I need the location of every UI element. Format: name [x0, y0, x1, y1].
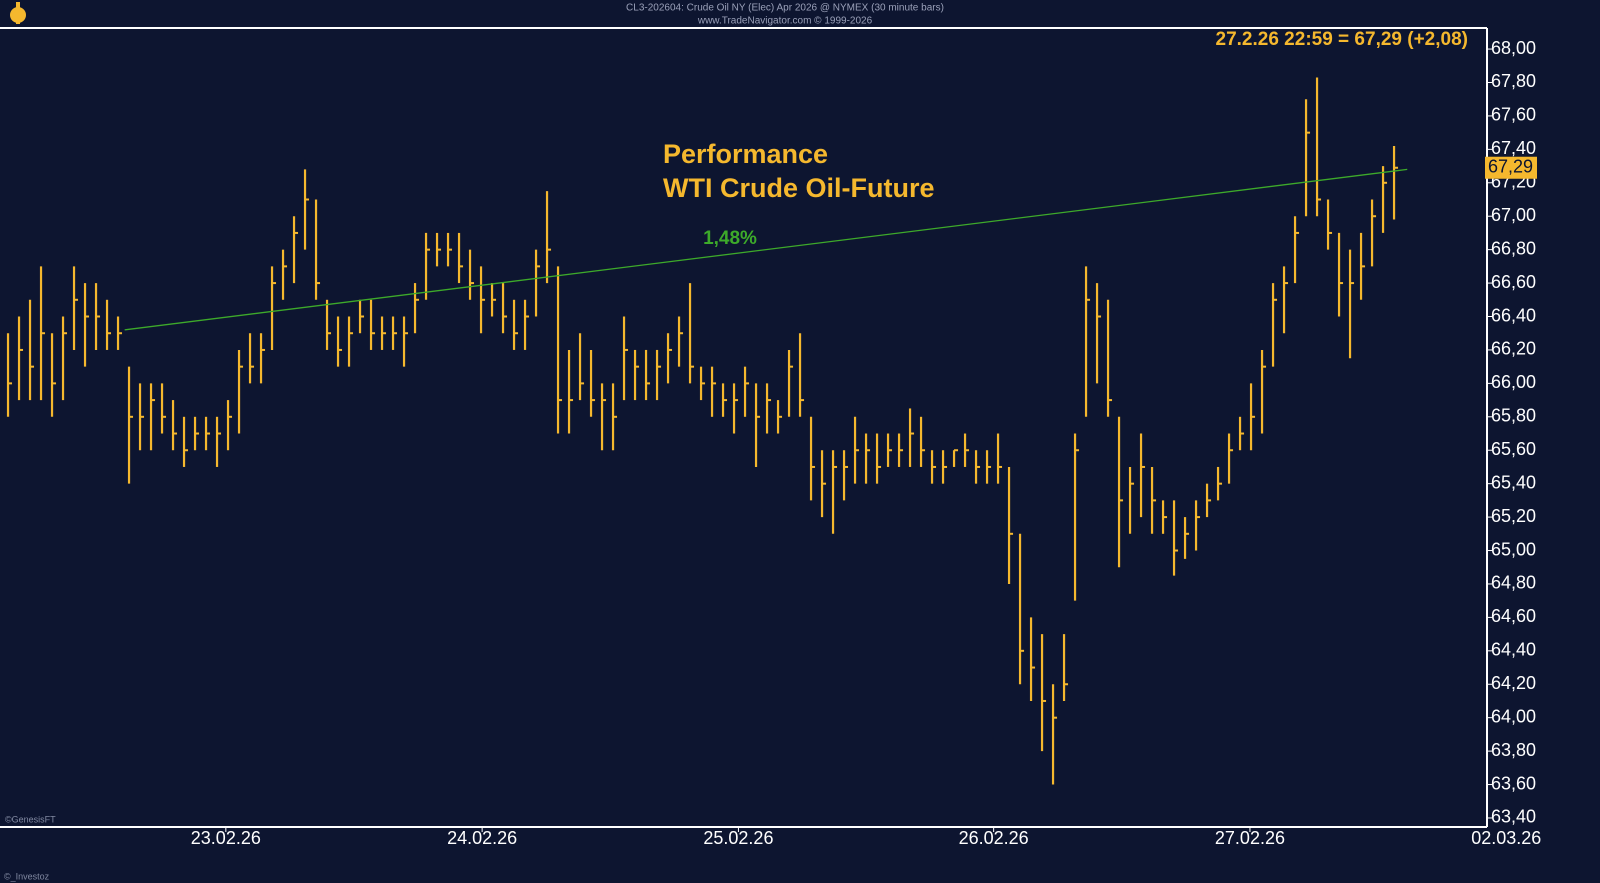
- y-tick-label: 65,00: [1491, 539, 1536, 559]
- last-price-tag: [1485, 156, 1537, 179]
- watermark: ©_Investoz: [4, 871, 50, 881]
- x-tick-label: 27.02.26: [1215, 828, 1285, 848]
- y-tick-label: 67,00: [1491, 205, 1536, 225]
- y-tick-label: 64,00: [1491, 706, 1536, 726]
- y-tick-label: 66,00: [1491, 372, 1536, 392]
- y-tick-label: 68,00: [1491, 38, 1536, 58]
- y-tick-label: 65,80: [1491, 406, 1536, 426]
- last-quote: 27.2.26 22:59 = 67,29 (+2,08): [1216, 29, 1468, 50]
- y-tick-label: 63,80: [1491, 740, 1536, 760]
- y-tick-label: 64,80: [1491, 573, 1536, 593]
- y-tick-label: 65,20: [1491, 506, 1536, 526]
- y-tick-label: 66,60: [1491, 272, 1536, 292]
- y-tick-label: 67,40: [1491, 138, 1536, 158]
- chart-subtitle: www.TradeNavigator.com © 1999-2026: [697, 16, 873, 27]
- y-tick-label: 64,20: [1491, 673, 1536, 693]
- last-price-label: 67,29: [1488, 156, 1533, 176]
- x-tick-label: 26.02.26: [959, 828, 1029, 848]
- y-tick-label: 64,60: [1491, 606, 1536, 626]
- y-tick-label: 63,60: [1491, 773, 1536, 793]
- y-tick-label: 65,40: [1491, 472, 1536, 492]
- x-tick-label: 24.02.26: [447, 828, 517, 848]
- x-tick-label: 25.02.26: [703, 828, 773, 848]
- y-tick-label: 67,60: [1491, 105, 1536, 125]
- y-tick-label: 66,40: [1491, 305, 1536, 325]
- trend-label: 1,48%: [703, 228, 757, 249]
- annotation-title: WTI Crude Oil-Future: [663, 173, 934, 203]
- y-tick-label: 65,60: [1491, 439, 1536, 459]
- chart-title: CL3-202604: Crude Oil NY (Elec) Apr 2026…: [626, 3, 944, 14]
- credit: ©GenesisFT: [5, 814, 56, 824]
- trend-line: [124, 168, 1408, 331]
- x-tick-label: 23.02.26: [191, 828, 261, 848]
- logo: [10, 2, 26, 24]
- y-tick-label: 64,40: [1491, 640, 1536, 660]
- y-tick-label: 66,80: [1491, 238, 1536, 258]
- annotation-title: Performance: [663, 139, 828, 169]
- y-tick-label: 66,20: [1491, 339, 1536, 359]
- y-tick-label: 63,40: [1491, 807, 1536, 827]
- y-tick-label: 67,80: [1491, 71, 1536, 91]
- x-tick-label: 02.03.26: [1471, 828, 1541, 848]
